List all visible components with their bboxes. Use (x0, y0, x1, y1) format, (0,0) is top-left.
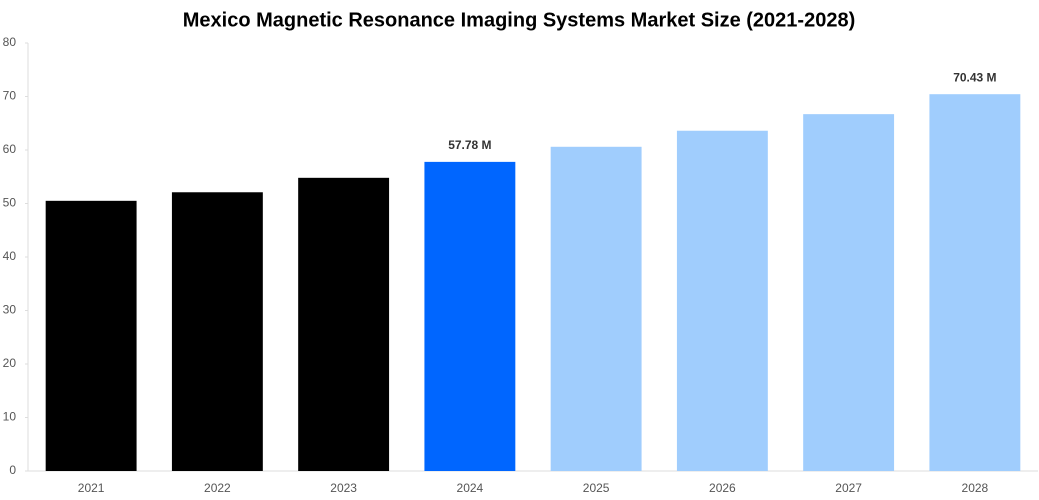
x-tick-label: 2026 (709, 481, 736, 495)
x-tick-label: 2028 (962, 481, 989, 495)
y-tick-label: 20 (3, 356, 17, 370)
y-tick-label: 0 (9, 463, 16, 477)
bar (803, 114, 895, 471)
bar (676, 130, 768, 472)
x-tick-label: 2022 (204, 481, 231, 495)
x-tick-label: 2023 (330, 481, 357, 495)
bar (45, 200, 137, 471)
x-tick-label: 2024 (457, 481, 484, 495)
y-tick-label: 80 (3, 35, 17, 49)
x-tick-label: 2027 (835, 481, 862, 495)
bar (171, 192, 263, 471)
bar (929, 94, 1021, 472)
y-tick-label: 70 (3, 89, 17, 103)
y-tick-label: 30 (3, 303, 17, 317)
y-tick-label: 60 (3, 142, 17, 156)
bar (550, 146, 642, 472)
chart-title: Mexico Magnetic Resonance Imaging System… (183, 9, 856, 31)
x-tick-label: 2021 (78, 481, 105, 495)
bar (424, 161, 516, 471)
y-tick-label: 50 (3, 196, 17, 210)
value-label: 57.78 M (448, 138, 491, 152)
y-tick-label: 10 (3, 410, 17, 424)
value-label: 70.43 M (953, 70, 996, 84)
y-tick-label: 40 (3, 249, 17, 263)
bar (298, 177, 390, 471)
x-tick-label: 2025 (583, 481, 610, 495)
